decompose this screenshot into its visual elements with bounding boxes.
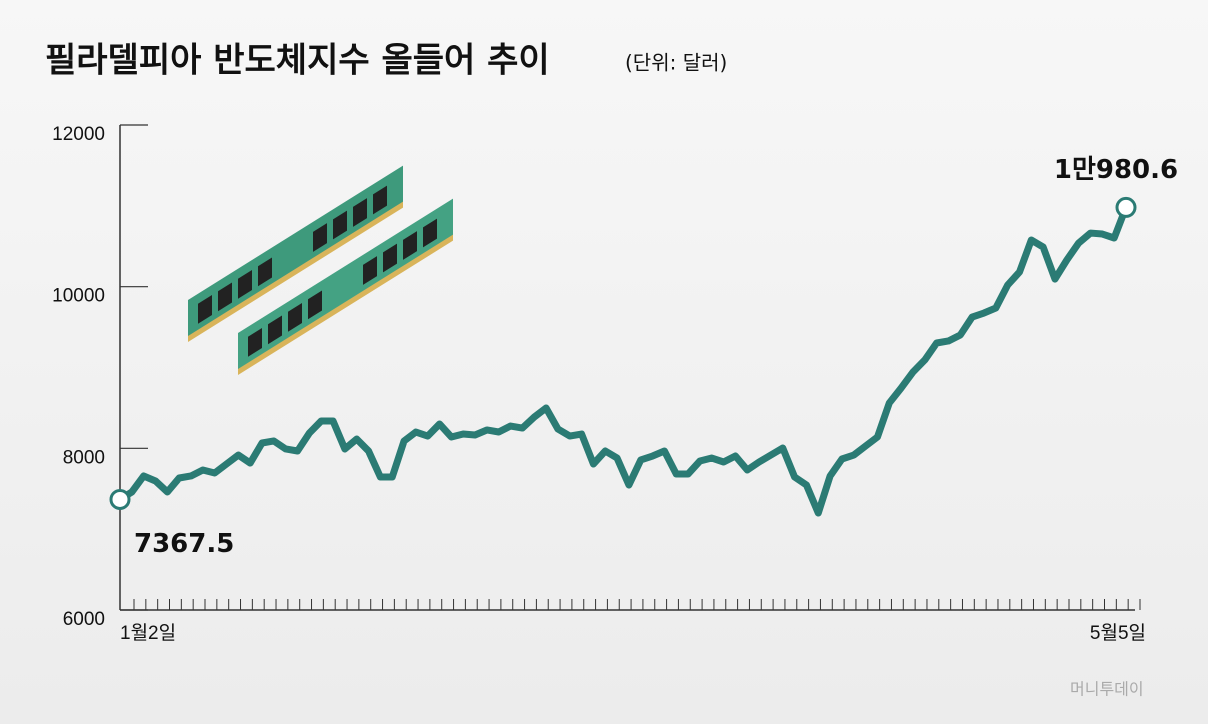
end-marker <box>109 488 131 510</box>
data-label: 1만980.6 <box>1054 155 1178 185</box>
data-line <box>116 203 1130 517</box>
x-tick-label: 1월2일 <box>120 622 176 644</box>
y-tick-label: 8000 <box>63 447 105 468</box>
y-tick-label: 12000 <box>52 124 105 145</box>
ram-illustration <box>188 165 453 375</box>
x-tick-label: 5월5일 <box>1090 622 1146 644</box>
data-label: 7367.5 <box>134 529 234 559</box>
chart-subtitle: (단위: 달러) <box>625 51 727 75</box>
chart-title: 필라델피아 반도체지수 올들어 추이 <box>45 41 550 81</box>
y-tick-label: 6000 <box>63 609 105 630</box>
watermark: 머니투데이 <box>1070 680 1144 699</box>
y-tick-label: 10000 <box>52 286 105 307</box>
end-marker <box>1115 196 1137 218</box>
